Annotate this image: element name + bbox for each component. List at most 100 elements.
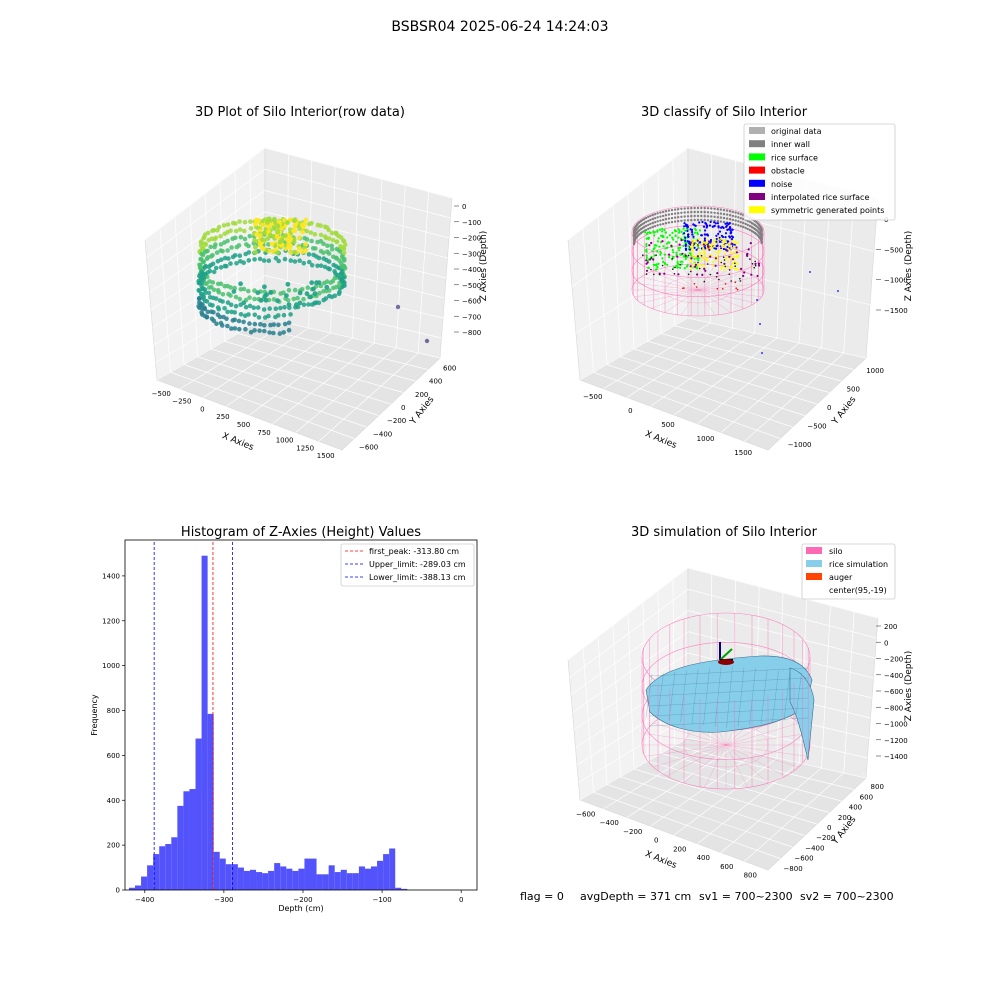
raw-level-gridline [153,275,444,346]
cls-point [645,262,648,265]
raw-point [209,309,214,315]
raw-point [228,302,234,308]
cls-point-inner-wall [737,212,740,215]
raw-point [199,269,204,275]
cls-point-inner-wall [677,220,680,223]
cls-point [664,231,667,234]
cls-point [652,258,655,261]
raw-x-tick-label: 1250 [296,444,314,452]
raw-point [252,321,258,327]
sim-legend-swatch [806,573,822,580]
raw-point [313,246,318,251]
cls-point-inner-wall [734,211,737,214]
cls-point-edge [753,266,755,269]
cls-legend: original data inner wall rice surface obsta… [743,123,896,221]
cls-wall-gridline [582,228,594,373]
raw-point [236,318,242,324]
raw-point [196,288,202,293]
raw-point [292,223,298,229]
cls-point [693,227,696,230]
raw-z-tick-label: −500 [462,282,481,290]
hist-legend-label: first_peak: -313.80 cm [369,547,459,556]
cls-point-inner-wall [673,208,677,211]
cls-point [723,241,726,244]
hist-bar [358,866,365,890]
sim-legend-label: auger [829,573,853,582]
cls-point [648,244,651,247]
cls-point-edge [749,258,751,260]
cls-point-inner-wall [719,220,723,223]
raw-point [261,258,267,263]
cls-point-obstacle [716,287,719,290]
hist-bar [395,887,402,890]
raw-point [218,234,223,239]
cls-point [691,248,694,251]
cls-point [686,229,689,232]
raw-point [218,242,224,247]
raw-point [312,232,318,237]
cls-point [726,228,729,231]
raw-point [261,307,267,312]
cls-point [694,265,697,268]
cls-point-inner-wall [725,209,729,212]
cls-point-inner-wall [713,211,716,214]
raw-point [205,309,211,315]
cls-point-inner-wall [693,214,696,218]
hist-legend-label: Lower_limit: -388.13 cm [369,573,466,582]
raw-point [271,225,277,231]
cls-point [651,250,654,253]
raw-point [238,312,244,317]
cls-legend-label: rice surface [771,153,818,162]
sim-y-tick-label: 800 [871,783,884,791]
raw-point [297,235,302,241]
sim-surface-mesh [772,670,779,723]
cls-point [704,229,707,232]
raw-point [308,294,313,300]
cls-point-inner-wall [661,218,665,222]
cls-point [725,256,729,259]
cls-point [720,244,723,247]
raw-x-tick-label: 250 [216,413,229,421]
hist-bar [340,869,347,890]
cls-point [675,264,678,267]
cls-point [662,260,665,263]
hist-bar [177,805,184,890]
raw-y-tick-label: −200 [387,417,406,425]
raw-point [276,322,281,328]
raw-floor-gridline [224,340,404,393]
raw-point [300,224,306,230]
raw-point [252,257,257,262]
cls-point-inner-wall [656,216,659,219]
cls-point [678,249,681,252]
sim-y-ticks: −800 −600 −400 −200 0 200 400 600 800 [783,783,883,873]
raw-point [238,234,244,240]
hist-bar [189,789,196,890]
cls-y-tick-label: −500 [807,422,826,430]
raw-point [261,230,267,236]
raw-point [321,280,327,286]
raw-point [199,310,204,315]
raw-point [234,261,239,266]
cls-point [674,234,677,237]
cls-point [700,259,703,262]
cls-point-inner-wall [664,218,668,221]
cls-point-inner-wall [731,214,735,218]
hist-x-tick-label: −100 [372,896,391,904]
raw-point [247,303,253,309]
cls-point [645,250,648,253]
raw-point [197,295,202,301]
sim-floor-gridline [744,772,844,862]
cls-point [682,227,685,230]
cls-legend-label: original data [771,127,822,136]
cls-point-edge [650,268,652,271]
raw-point [247,295,252,300]
raw-point [339,279,345,284]
raw-x-tick-label: −250 [172,398,191,406]
raw-point [238,287,244,292]
cls-point [645,237,648,240]
hist-bar [352,873,359,890]
cls-point [732,239,735,242]
cls-point-inner-wall [649,218,652,222]
raw-point [199,239,204,244]
